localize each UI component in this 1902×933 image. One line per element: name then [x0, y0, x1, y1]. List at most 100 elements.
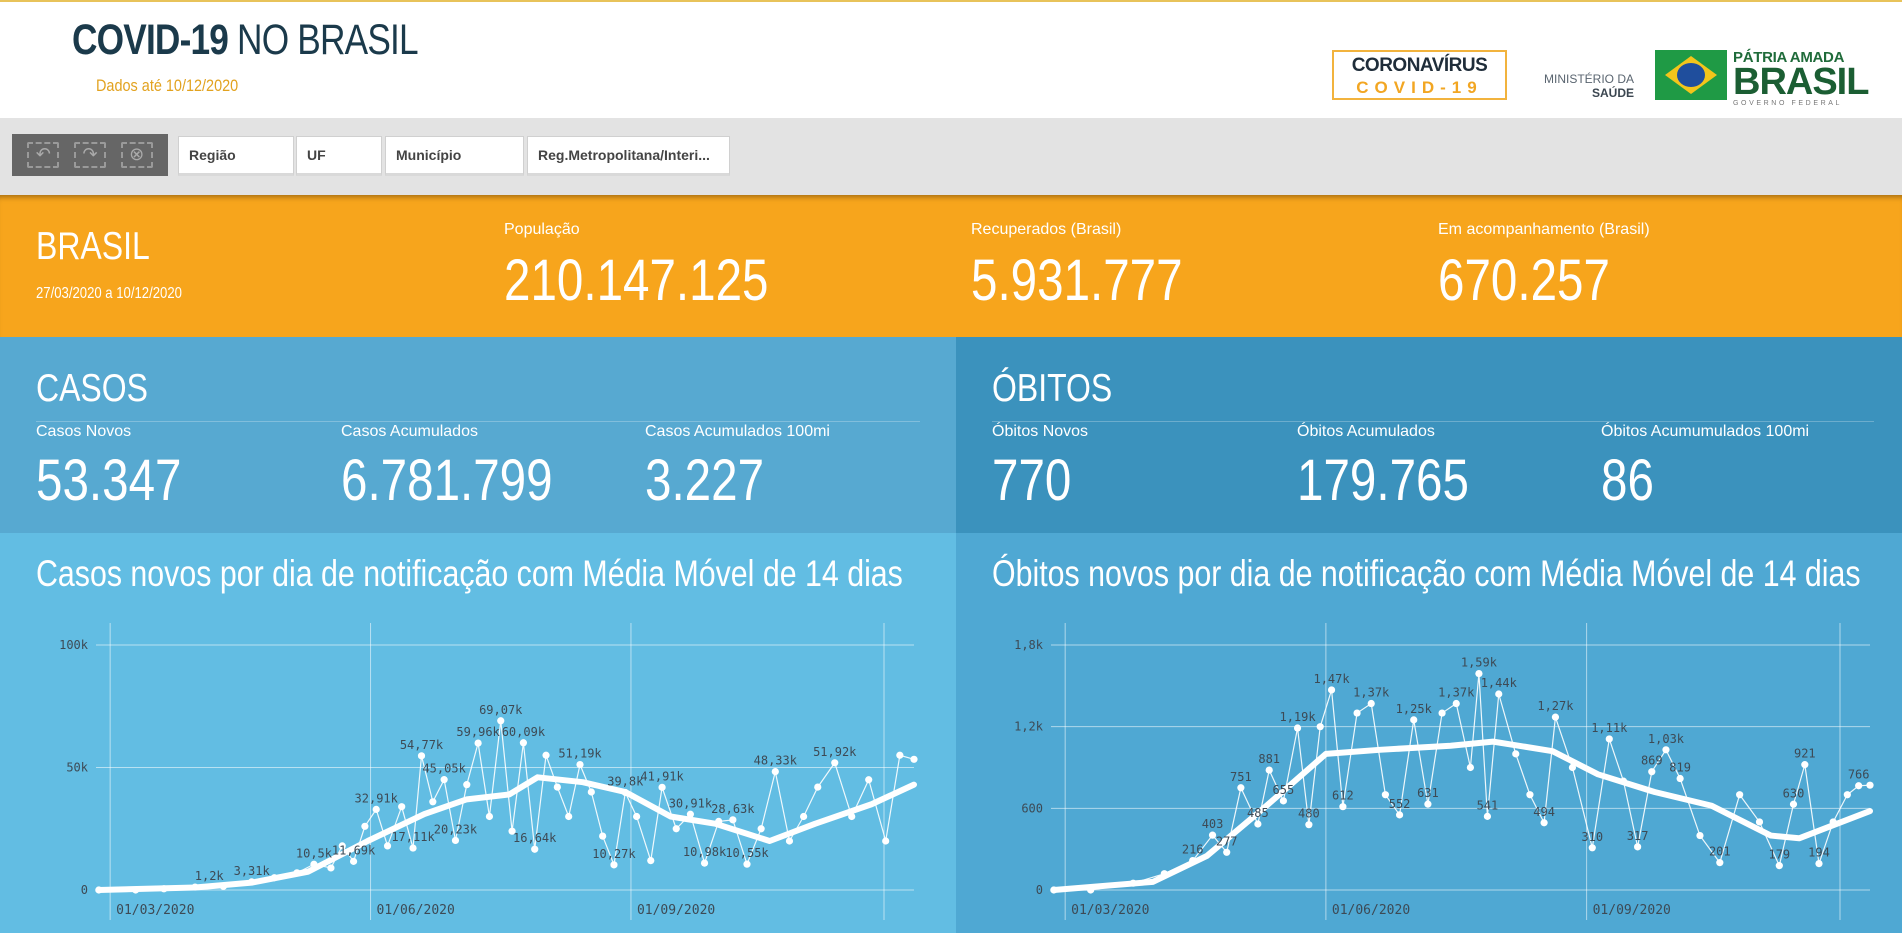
data-label: 1,59k [1461, 656, 1498, 670]
data-point [440, 776, 448, 784]
data-point [361, 822, 369, 830]
data-point [497, 717, 505, 725]
obitos-panel: ÓBITOS Óbitos Novos 770 Óbitos Acumulado… [956, 337, 1902, 533]
data-point [1540, 819, 1548, 827]
data-label: 1,47k [1313, 672, 1350, 686]
casos-chart[interactable]: 0 50k 100k 01/03/2020 01/06/2020 01/09/2020 1,… [0, 533, 956, 933]
daily-series-line [1053, 673, 1871, 891]
y-tick-label: 0 [1036, 883, 1043, 897]
data-point [587, 788, 595, 796]
casos-novos-value: 53.347 [36, 448, 182, 513]
brazil-flag-icon [1655, 50, 1727, 100]
data-label: 1,2k [195, 869, 225, 883]
data-point [1483, 812, 1492, 820]
data-point [1305, 821, 1313, 829]
x-tick-label: 01/09/2020 [1593, 903, 1671, 918]
page-title: COVID-19 NO BRASIL [72, 16, 419, 64]
data-label: 541 [1477, 798, 1499, 812]
data-point [338, 842, 346, 850]
data-point [1696, 831, 1704, 840]
y-tick-label: 1,2k [1014, 720, 1044, 734]
data-point [1801, 761, 1809, 769]
obitos-acumulados-100mi-value: 86 [1601, 448, 1654, 513]
data-label: 403 [1202, 817, 1224, 831]
data-point [429, 798, 437, 806]
obitos-chart-title: Óbitos novos por dia de notificação com … [992, 553, 1861, 594]
undo-icon[interactable]: ↶ [27, 142, 60, 168]
data-label: 51,19k [558, 747, 602, 761]
data-label: 1,27k [1537, 699, 1574, 713]
data-point [814, 783, 822, 791]
data-point [349, 857, 358, 865]
data-point [771, 767, 779, 776]
divider [36, 421, 920, 422]
data-point [565, 812, 573, 821]
data-label: 1,37k [1438, 686, 1475, 700]
data-point [519, 739, 527, 747]
data-label: 201 [1709, 845, 1731, 859]
data-point [383, 842, 392, 850]
data-point [1568, 763, 1577, 772]
data-label: 881 [1258, 752, 1280, 766]
data-point [658, 783, 666, 791]
data-point [542, 751, 550, 759]
y-tick-label: 600 [1021, 801, 1043, 815]
data-point [1452, 699, 1460, 708]
data-point [1512, 750, 1520, 758]
casos-chart-panel: Casos novos por dia de notificação com M… [0, 533, 956, 933]
acompanhamento-value: 670.257 [1438, 248, 1610, 313]
data-label: 54,77k [400, 738, 444, 752]
filter-municipio[interactable]: Município [385, 136, 524, 176]
data-point [1736, 791, 1744, 799]
data-point [1676, 774, 1684, 783]
data-label: 277 [1216, 834, 1238, 848]
data-point [1605, 735, 1613, 743]
data-label: 45,05k [422, 762, 466, 776]
data-point [610, 861, 618, 869]
data-label: 921 [1794, 747, 1816, 761]
data-point [553, 783, 561, 791]
data-label: 612 [1332, 789, 1354, 803]
data-label: 41,91k [640, 769, 684, 783]
filter-reg-metropolitana[interactable]: Reg.Metropolitana/Interi... [527, 136, 730, 176]
data-point [1551, 713, 1560, 721]
data-point [1367, 699, 1375, 708]
data-point [531, 845, 539, 853]
populacao-value: 210.147.125 [504, 248, 769, 313]
x-tick-label: 01/06/2020 [1332, 903, 1410, 918]
data-point [327, 864, 335, 872]
clear-selection-icon[interactable]: ⊗ [120, 142, 153, 168]
data-point [1438, 709, 1446, 717]
data-point [1855, 782, 1863, 790]
data-label: 179 [1768, 848, 1790, 862]
data-point [372, 805, 380, 813]
data-label: 10,98k [683, 845, 727, 859]
data-label: 59,96k [456, 725, 500, 739]
daily-series-line [98, 720, 915, 891]
data-point [1466, 763, 1475, 772]
data-point [672, 825, 680, 833]
data-point [1815, 859, 1823, 868]
recuperados-label: Recuperados (Brasil) [971, 221, 1122, 238]
data-point [729, 816, 737, 824]
data-label: 869 [1641, 754, 1663, 768]
data-label: 10,5k [296, 846, 333, 860]
data-point [1316, 723, 1324, 731]
filter-uf[interactable]: UF [296, 136, 382, 176]
data-point [1866, 781, 1874, 789]
federal-government-logo: PÁTRIA AMADA BRASIL GOVERNO FEDERAL [1655, 50, 1869, 107]
casos-novos-label: Casos Novos [36, 423, 132, 440]
data-point [1789, 800, 1798, 808]
acompanhamento-label: Em acompanhamento (Brasil) [1438, 221, 1650, 238]
redo-icon[interactable]: ↷ [73, 142, 106, 168]
data-point [1327, 686, 1336, 694]
filter-regiao[interactable]: Região [178, 136, 294, 176]
obitos-chart[interactable]: 0 600 1,2k 1,8k 01/03/2020 01/06/2020 01/09/20… [956, 533, 1902, 933]
data-label: 28,63k [711, 802, 755, 816]
data-point [1395, 811, 1404, 819]
data-point [700, 859, 709, 867]
recuperados-value: 5.931.777 [971, 248, 1183, 313]
data-point [1843, 791, 1851, 799]
ministry-of-health-logo: MINISTÉRIO DA SAÚDE [1543, 72, 1634, 100]
divider [992, 421, 1874, 422]
